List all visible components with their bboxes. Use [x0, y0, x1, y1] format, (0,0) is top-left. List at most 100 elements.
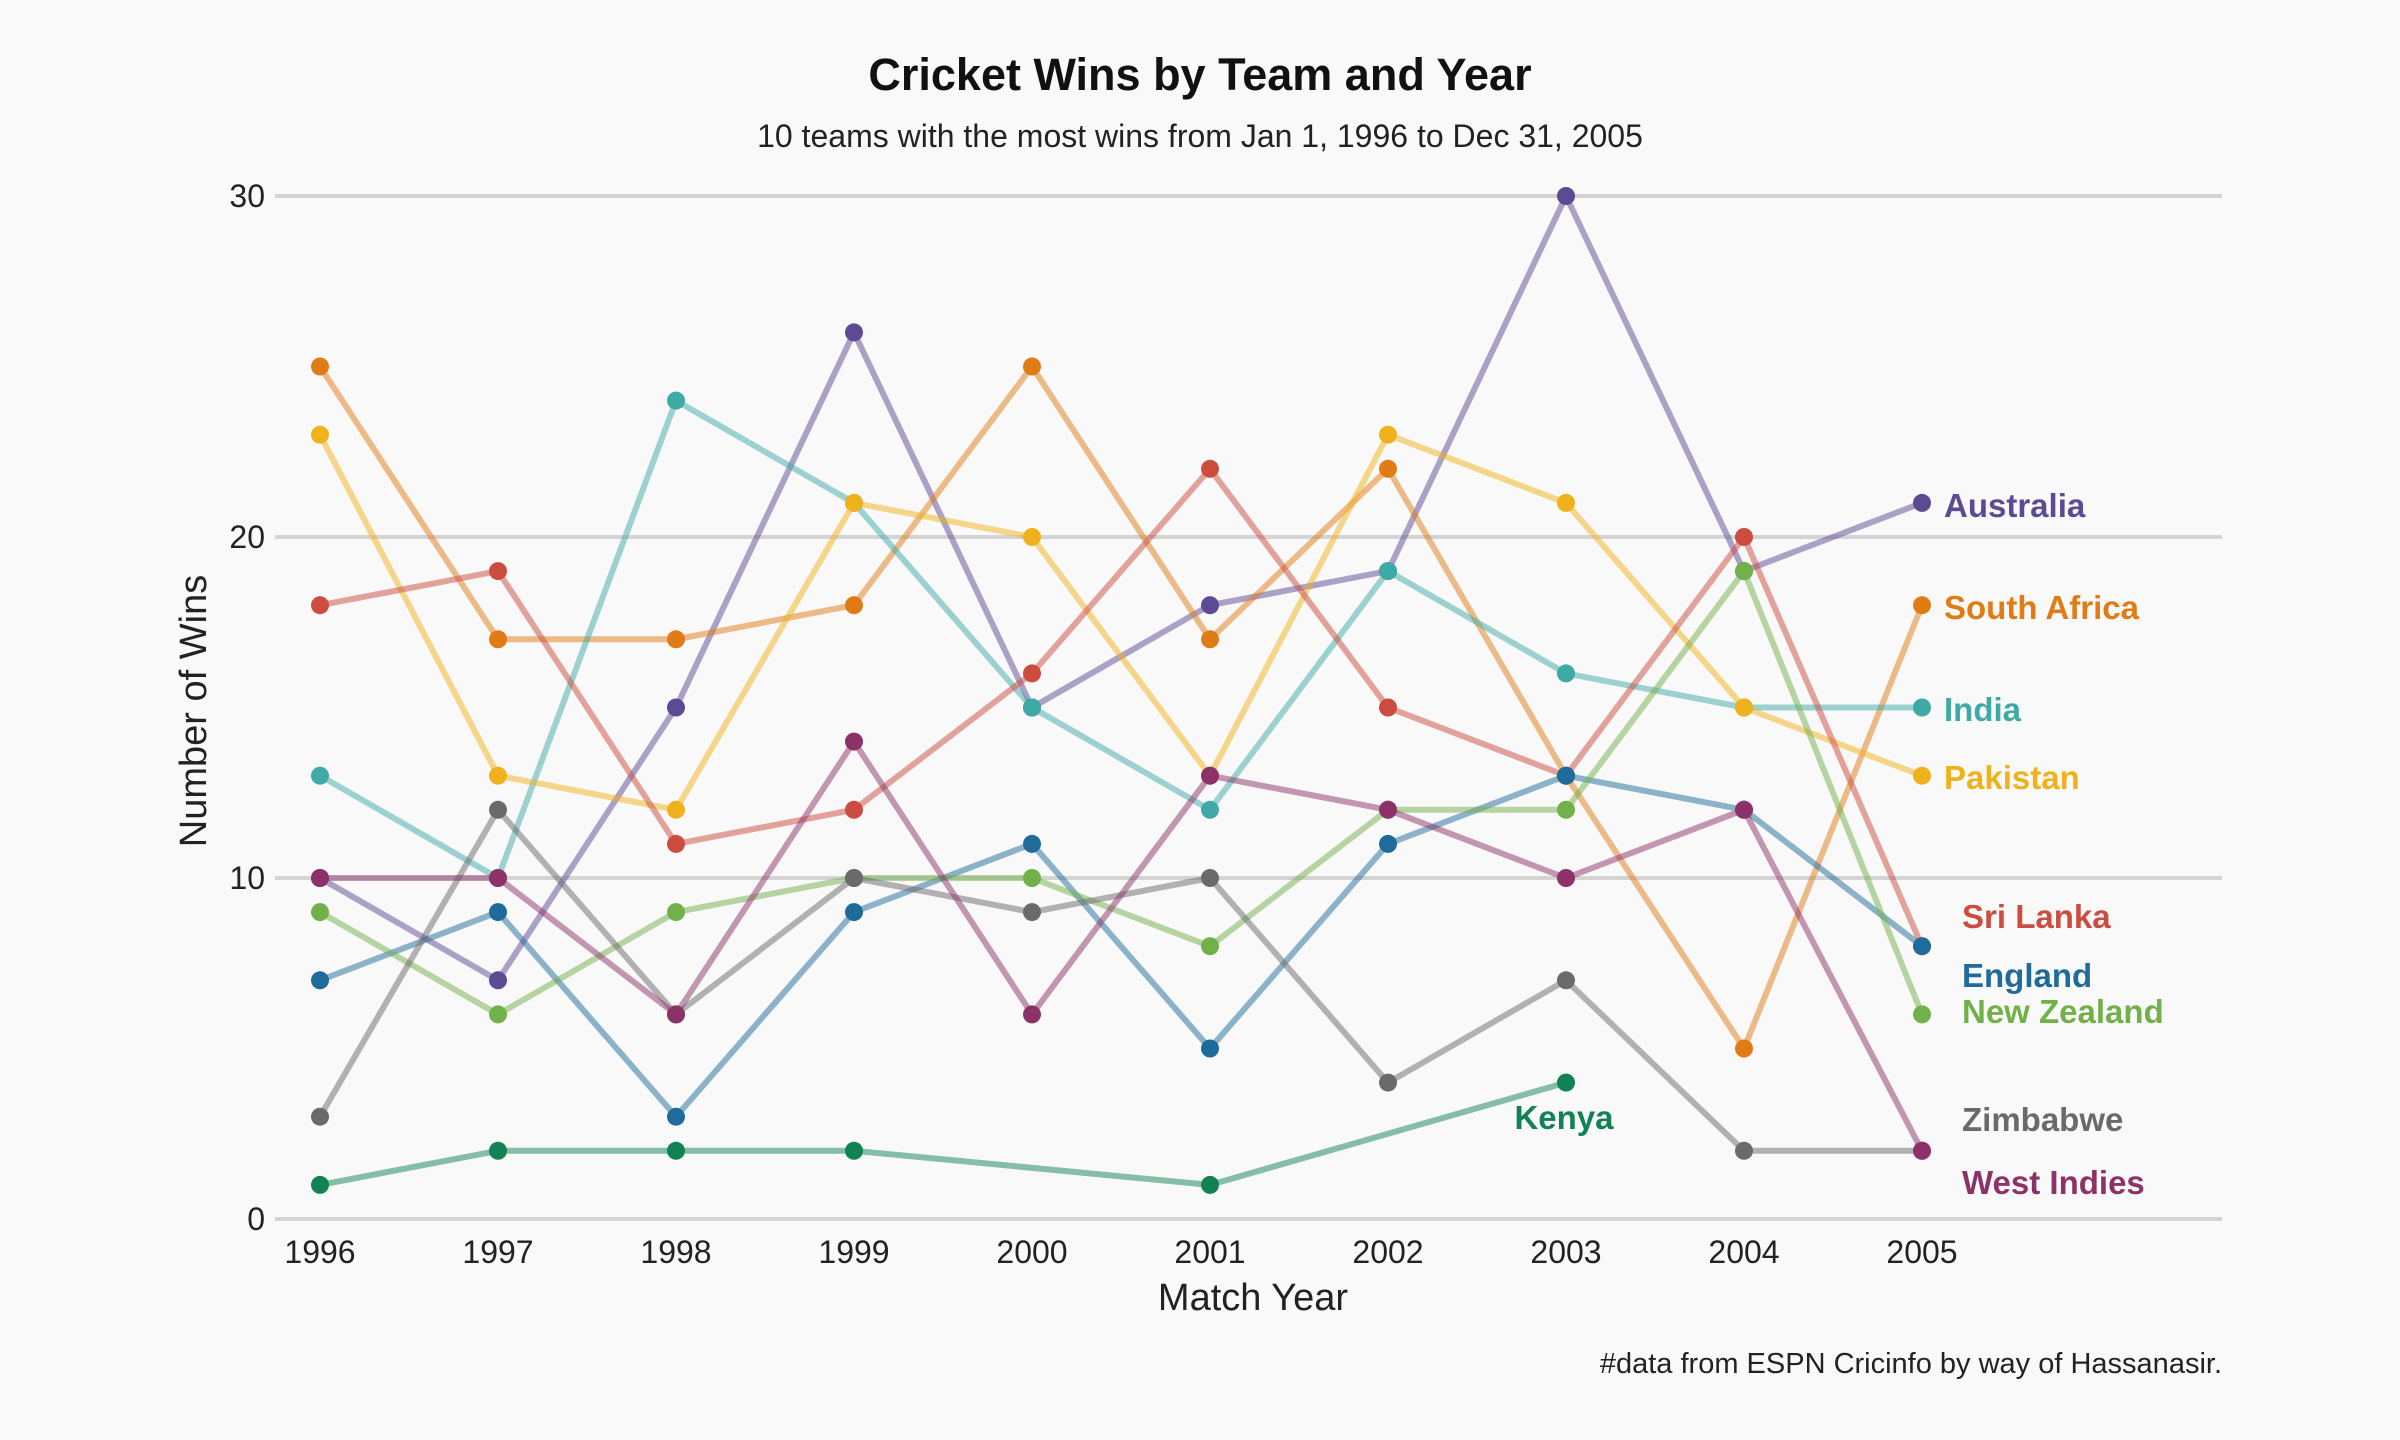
- data-point-west-indies: [1379, 800, 1397, 819]
- data-point-new-zealand: [311, 903, 329, 922]
- data-point-sri-lanka: [1379, 698, 1397, 717]
- data-point-england: [1557, 766, 1575, 785]
- x-tick-label: 2004: [1708, 1234, 1779, 1270]
- y-axis-label: Number of Wins: [173, 575, 215, 847]
- data-point-kenya: [667, 1141, 685, 1160]
- x-tick-label: 1999: [818, 1234, 889, 1270]
- data-point-australia: [1201, 596, 1219, 615]
- data-point-west-indies: [311, 869, 329, 887]
- data-point-new-zealand: [1557, 800, 1575, 819]
- data-point-south-africa: [667, 630, 685, 649]
- chart-subtitle: 10 teams with the most wins from Jan 1, …: [757, 118, 1643, 154]
- data-point-australia: [1557, 187, 1575, 205]
- series-label-kenya: Kenya: [1514, 1099, 1614, 1136]
- data-point-australia: [845, 323, 863, 342]
- x-axis-ticks: 1996 1997 1998 1999 2000 2001 2002 2003 2004 2005: [284, 1234, 1957, 1270]
- data-point-india: [1201, 800, 1219, 819]
- data-point-south-africa: [1201, 630, 1219, 649]
- data-point-australia: [489, 971, 507, 990]
- data-point-west-indies: [1023, 1005, 1041, 1024]
- y-tick-label: 30: [229, 178, 265, 214]
- y-tick-label: 20: [229, 519, 265, 555]
- series-label-australia: Australia: [1944, 487, 2086, 524]
- data-point-west-indies: [1201, 766, 1219, 785]
- data-point-pakistan: [667, 800, 685, 819]
- chart-caption: #data from ESPN Cricinfo by way of Hassa…: [1600, 1348, 2222, 1380]
- data-point-west-indies: [489, 869, 507, 887]
- y-tick-label: 10: [229, 860, 265, 896]
- data-point-zimbabwe: [1201, 869, 1219, 887]
- x-tick-label: 1996: [284, 1234, 355, 1270]
- data-point-england: [1023, 834, 1041, 853]
- data-point-new-zealand: [1201, 937, 1219, 956]
- data-point-zimbabwe: [489, 800, 507, 819]
- data-point-sri-lanka: [845, 800, 863, 819]
- data-point-zimbabwe: [1379, 1073, 1397, 1092]
- data-point-south-africa: [311, 357, 329, 376]
- series-labels: Australia South Africa India Pakistan Sri La…: [1514, 487, 2163, 1201]
- x-tick-label: 1998: [640, 1234, 711, 1270]
- data-point-kenya: [311, 1175, 329, 1194]
- series-line-kenya: [317, 1079, 1569, 1188]
- data-point-pakistan: [489, 766, 507, 785]
- data-point-west-indies: [1557, 869, 1575, 887]
- data-point-sri-lanka: [667, 834, 685, 853]
- data-point-new-zealand: [1735, 562, 1753, 581]
- data-point-england: [667, 1107, 685, 1126]
- data-point-india: [1023, 698, 1041, 717]
- data-point-west-indies: [1913, 1141, 1931, 1160]
- series-label-south-africa: South Africa: [1944, 589, 2140, 626]
- data-point-pakistan: [1735, 698, 1753, 717]
- data-point-sri-lanka: [1023, 664, 1041, 683]
- data-point-india: [1379, 562, 1397, 581]
- data-point-sri-lanka: [489, 562, 507, 581]
- data-point-india: [311, 766, 329, 785]
- series-line-west-indies: [317, 738, 1925, 1154]
- series-label-west-indies: West Indies: [1962, 1164, 2145, 1201]
- series-label-zimbabwe: Zimbabwe: [1962, 1101, 2123, 1138]
- series-label-england: England: [1962, 957, 2092, 994]
- data-point-sri-lanka: [1735, 528, 1753, 546]
- data-point-england: [311, 971, 329, 990]
- data-point-pakistan: [1023, 528, 1041, 546]
- series-label-pakistan: Pakistan: [1944, 759, 2080, 796]
- data-point-zimbabwe: [845, 869, 863, 887]
- series-label-new-zealand: New Zealand: [1962, 993, 2164, 1030]
- data-point-south-africa: [1023, 357, 1041, 376]
- x-axis-label: Match Year: [1158, 1277, 1348, 1319]
- data-point-new-zealand: [1913, 1005, 1931, 1024]
- data-point-pakistan: [1379, 425, 1397, 444]
- data-point-pakistan: [1557, 493, 1575, 512]
- y-tick-label: 0: [247, 1201, 265, 1237]
- series-line-new-zealand: [317, 568, 1925, 1018]
- gridlines: [275, 194, 2222, 1221]
- data-point-australia: [1913, 493, 1931, 512]
- data-point-england: [845, 903, 863, 922]
- data-point-england: [1379, 834, 1397, 853]
- data-point-kenya: [1557, 1073, 1575, 1092]
- data-point-india: [1913, 698, 1931, 717]
- data-point-west-indies: [845, 732, 863, 751]
- x-tick-label: 2000: [996, 1234, 1067, 1270]
- data-point-kenya: [489, 1141, 507, 1160]
- data-point-pakistan: [1913, 766, 1931, 785]
- series-label-india: India: [1944, 691, 2022, 728]
- data-point-south-africa: [1913, 596, 1931, 615]
- chart-title: Cricket Wins by Team and Year: [868, 49, 1531, 100]
- data-point-zimbabwe: [1557, 971, 1575, 990]
- y-axis-ticks: 0 10 20 30: [229, 178, 265, 1237]
- data-point-india: [1557, 664, 1575, 683]
- data-point-new-zealand: [489, 1005, 507, 1024]
- data-point-zimbabwe: [1735, 1141, 1753, 1160]
- data-point-south-africa: [1735, 1039, 1753, 1058]
- data-point-england: [1913, 937, 1931, 956]
- data-point-new-zealand: [667, 903, 685, 922]
- x-tick-label: 1997: [462, 1234, 533, 1270]
- data-point-pakistan: [311, 425, 329, 444]
- x-tick-label: 2005: [1886, 1234, 1957, 1270]
- series-label-sri-lanka: Sri Lanka: [1962, 898, 2111, 935]
- data-point-zimbabwe: [311, 1107, 329, 1126]
- data-point-sri-lanka: [311, 596, 329, 615]
